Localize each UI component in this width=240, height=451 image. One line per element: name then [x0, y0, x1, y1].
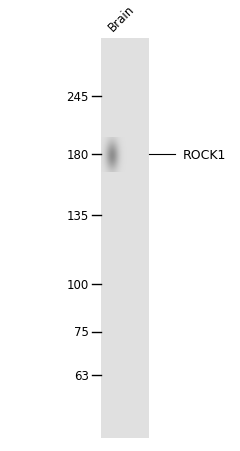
Text: 75: 75 [74, 326, 89, 339]
Text: 63: 63 [74, 369, 89, 382]
Text: 180: 180 [66, 149, 89, 161]
Text: 245: 245 [66, 90, 89, 103]
Bar [101, 38, 149, 438]
Text: 100: 100 [66, 278, 89, 291]
Text: ROCK1: ROCK1 [182, 149, 226, 161]
Text: 135: 135 [66, 209, 89, 222]
Text: Brain: Brain [106, 3, 137, 34]
